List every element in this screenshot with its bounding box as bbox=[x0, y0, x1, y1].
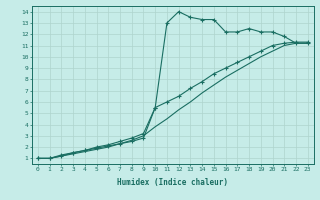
X-axis label: Humidex (Indice chaleur): Humidex (Indice chaleur) bbox=[117, 178, 228, 187]
